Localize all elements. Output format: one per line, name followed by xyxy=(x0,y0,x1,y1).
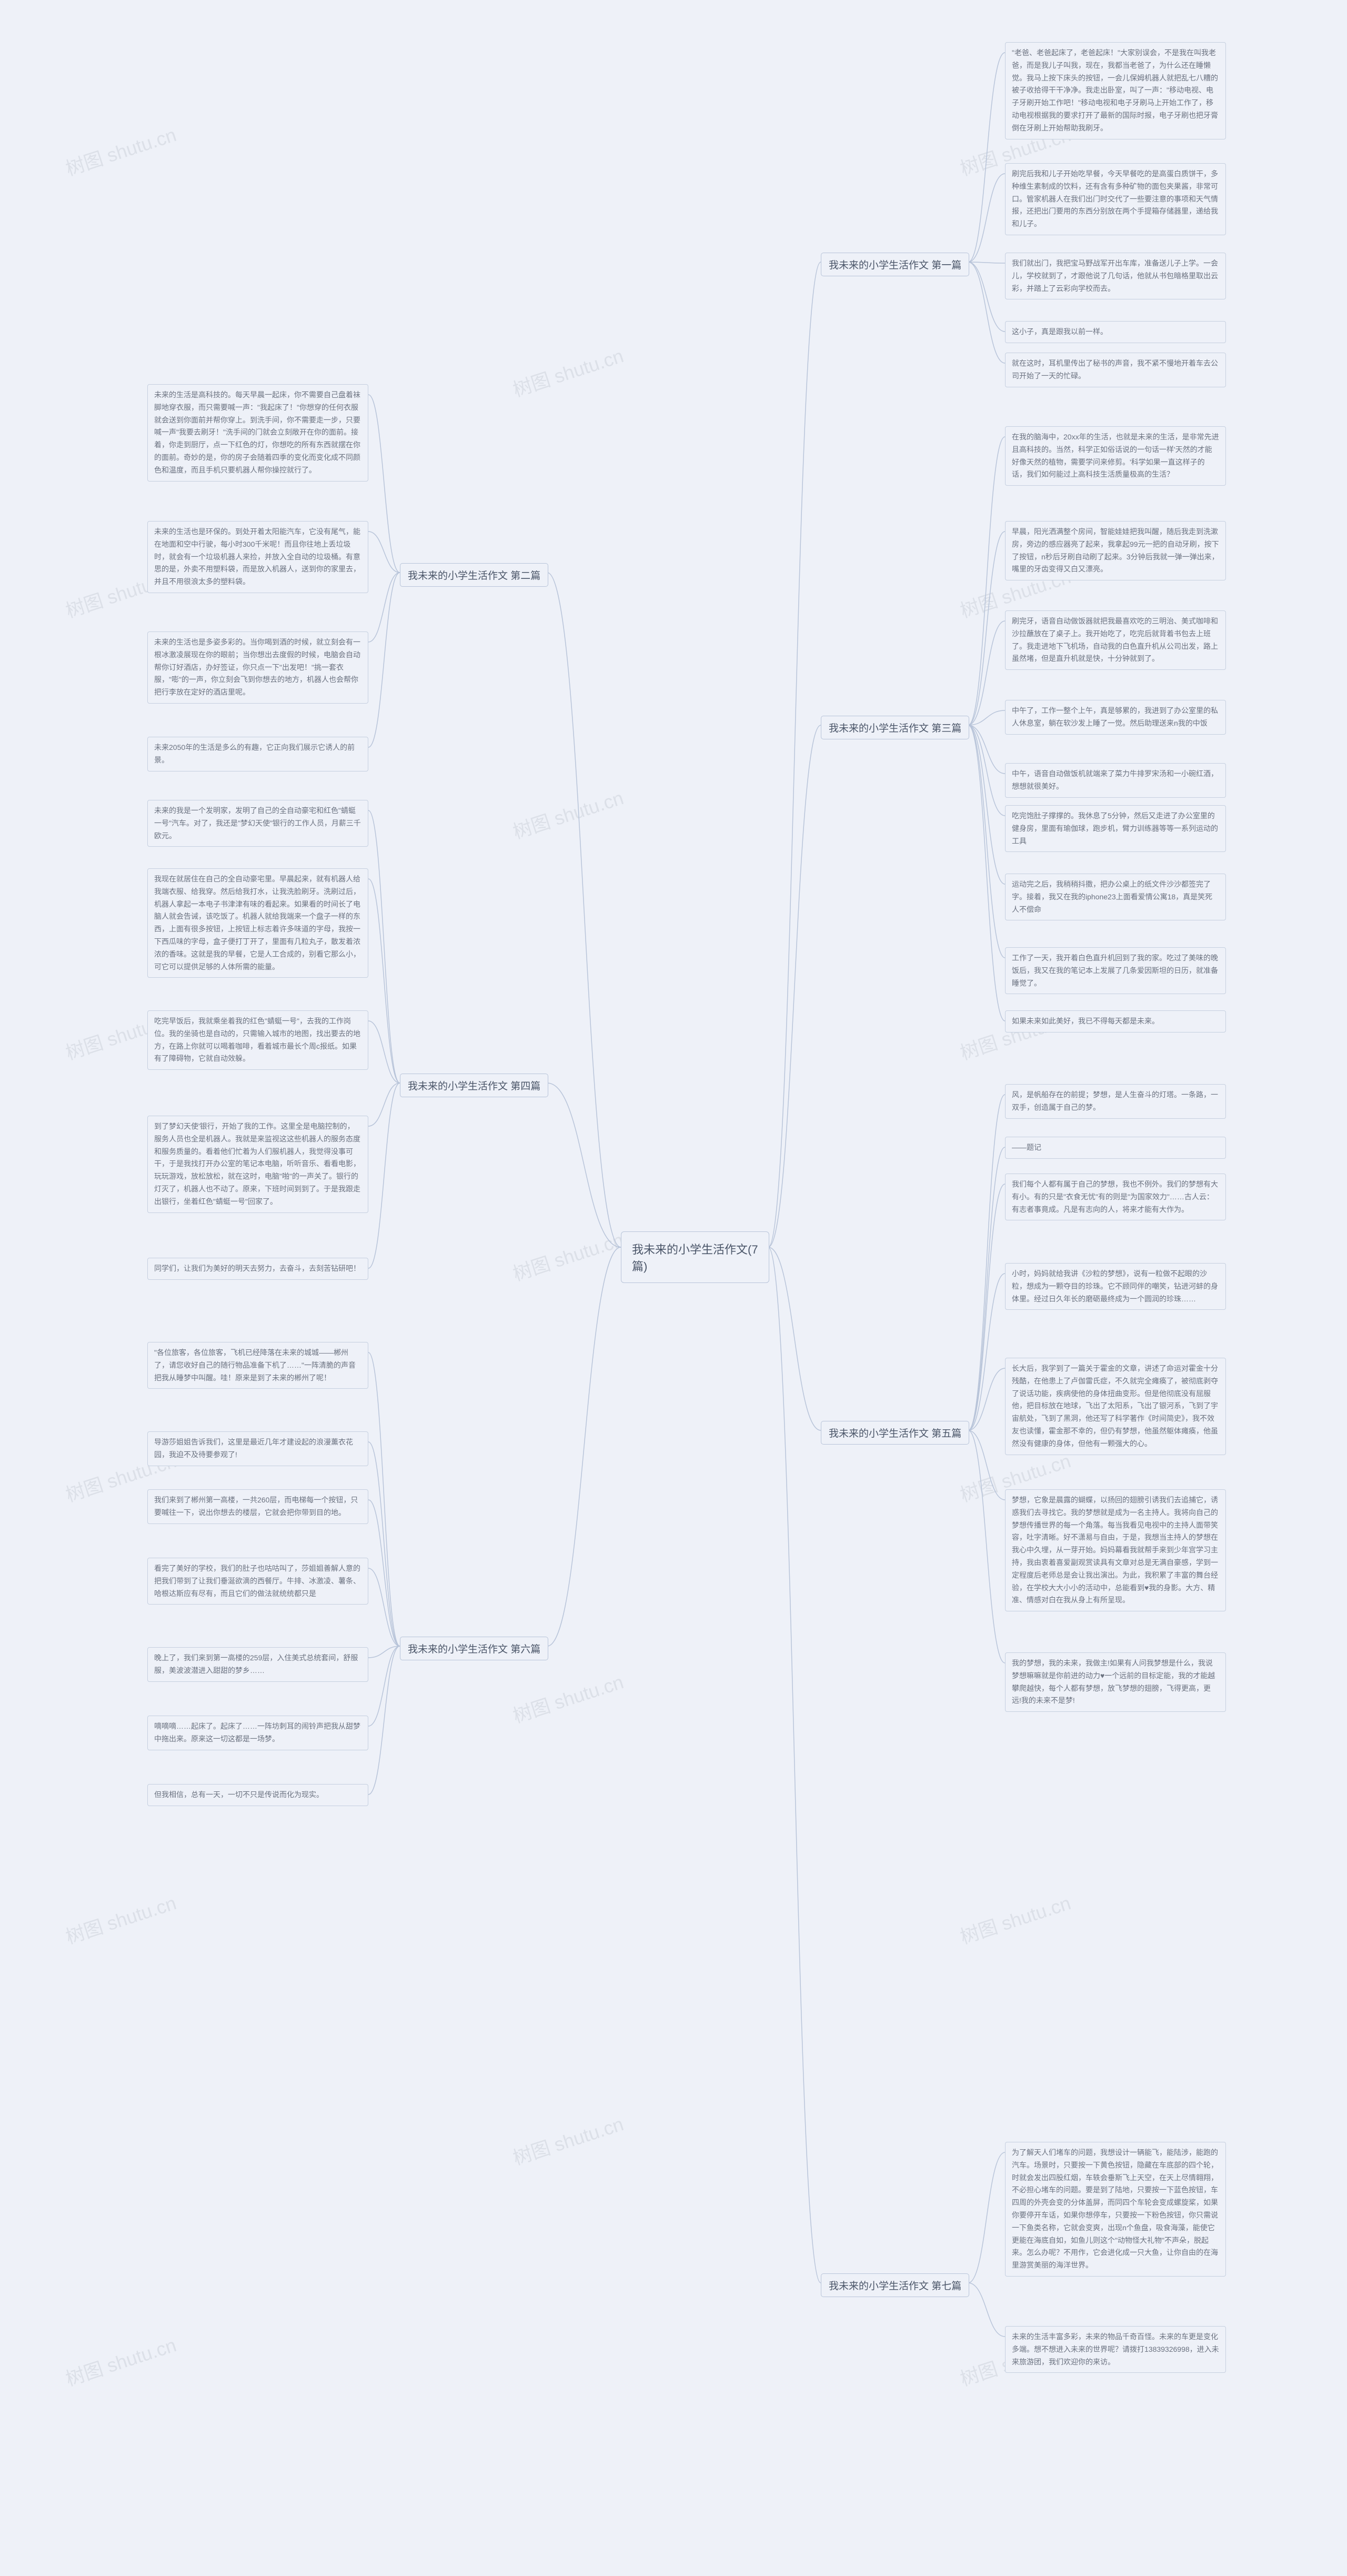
center-title-l2: 篇) xyxy=(632,1257,758,1274)
branch-node: 我未来的小学生活作文 第七篇 xyxy=(821,2273,969,2297)
leaf-node: 未来的生活丰富多彩，未来的物品千奇百怪。未来的车更是变化多端。想不想进入未来的世… xyxy=(1005,2326,1226,2373)
watermark: 树图 shutu.cn xyxy=(956,1888,1073,1950)
leaf-node: 刷完牙，语音自动做饭器就把我最喜欢吃的三明治、美式咖啡和沙拉蘸放在了桌子上。我开… xyxy=(1005,610,1226,670)
leaf-node: 就在这时，耳机里传出了秘书的声音，我不紧不慢地开着车去公司开始了一天的忙碌。 xyxy=(1005,353,1226,387)
branch-node: 我未来的小学生活作文 第四篇 xyxy=(400,1074,548,1097)
leaf-node: 我们每个人都有属于自己的梦想，我也不例外。我们的梦想有大有小。有的只是"衣食无忧… xyxy=(1005,1174,1226,1220)
leaf-node: 但我相信，总有一天，一切不只是传说而化为现实。 xyxy=(147,1784,368,1806)
branch-node: 我未来的小学生活作文 第二篇 xyxy=(400,563,548,587)
branch-node: 我未来的小学生活作文 第一篇 xyxy=(821,253,969,276)
leaf-node: 未来的生活也是多姿多彩的。当你喝到酒的时候，就立刻会有一根冰激凌展现在你的眼前；… xyxy=(147,632,368,704)
leaf-node: 风，是帆船存在的前提；梦想，是人生奋斗的灯塔。一条路，一双手，创造属于自己的梦。 xyxy=(1005,1084,1226,1119)
leaf-node: 未来的我是一个发明家，发明了自己的全自动豪宅和红色"蜻蜓一号"汽车。对了，我还是… xyxy=(147,800,368,847)
leaf-node: 我的梦想，我的未来，我做主!如果有人问我梦想是什么，我说梦想嘛嘛就是你前进的动力… xyxy=(1005,1652,1226,1712)
leaf-node: 中午，语音自动做饭机就端来了菜力牛排罗宋汤和一小碗红酒，想想就很美好。 xyxy=(1005,763,1226,798)
leaf-node: 看完了美好的学校，我们的肚子也咕咕叫了，莎姐姐善解人意的把我们带到了让我们垂涎欲… xyxy=(147,1558,368,1605)
leaf-node: 我现在就居住在自己的全自动豪宅里。早晨起来，就有机器人给我端衣服、给我穿。然后给… xyxy=(147,868,368,978)
leaf-node: 梦想，它象是晨露的蝴蝶，以扬回的翅膀引诱我们去追捕它，诱惑我们去寻找它。我的梦想… xyxy=(1005,1489,1226,1611)
leaf-node: 未来的生活是高科技的。每天早晨一起床，你不需要自己盘着袜脚地穿衣服，而只需要喊一… xyxy=(147,384,368,482)
leaf-node: 刷完后我和儿子开始吃早餐，今天早餐吃的是高蛋白质饼干，多种维生素制成的饮料，还有… xyxy=(1005,163,1226,235)
leaf-node: "老爸、老爸起床了，老爸起床！"大家别误会，不是我在叫我老爸，而是我儿子叫我，现… xyxy=(1005,42,1226,139)
leaf-node: 如果未来如此美好，我已不得每天都是未来。 xyxy=(1005,1010,1226,1033)
leaf-node: 为了解天人们堵车的问题，我想设计一辆能飞，能陆涉，能跑的汽车。场景时，只要按一下… xyxy=(1005,2142,1226,2277)
center-node: 我未来的小学生活作文(7 篇) xyxy=(621,1231,769,1283)
leaf-node: 导游莎姐姐告诉我们，这里是最近几年才建设起的浪漫薰衣花园，我迫不及待要参观了! xyxy=(147,1431,368,1466)
leaf-node: 到了梦幻天使'银行，开始了我的工作。这里全是电脑控制的，服务人员也全是机器人。我… xyxy=(147,1116,368,1213)
leaf-node: 吃完早饭后，我就乘坐着我的红色"蜻蜓一号"，去我的工作岗位。我的坐骑也是自动的，… xyxy=(147,1010,368,1070)
leaf-node: 未来2050年的生活是多么的有趣，它正向我们展示它诱人的前景。 xyxy=(147,737,368,771)
watermark: 树图 shutu.cn xyxy=(509,1667,626,1729)
watermark: 树图 shutu.cn xyxy=(509,2109,626,2171)
leaf-node: 我们来到了郴州第一高楼，一共260层，而电梯每一个按钮，只要喊往一下，说出你想去… xyxy=(147,1489,368,1524)
leaf-node: 长大后，我学到了一篇关于霍金的文章，讲述了命运对霍金十分残酷，在他患上了卢伽雷氏… xyxy=(1005,1358,1226,1455)
leaf-node: 吃完饱肚子撑撑的。我休息了5分钟，然后又走进了办公室里的健身房，里面有瑜伽球，跑… xyxy=(1005,805,1226,852)
leaf-node: 这小子，真是跟我以前一样。 xyxy=(1005,321,1226,343)
leaf-node: 小时，妈妈就给我讲《沙粒的梦想》，说有一粒做不起眼的沙粒，想成为一颗夺目的珍珠。… xyxy=(1005,1263,1226,1310)
branch-node: 我未来的小学生活作文 第五篇 xyxy=(821,1421,969,1445)
leaf-node: 未来的生活也是环保的。到处开着太阳能汽车，它没有尾气，能在地面和空中行驶，每小时… xyxy=(147,521,368,593)
watermark: 树图 shutu.cn xyxy=(62,120,179,182)
leaf-node: "各位旅客，各位旅客，飞机已经降落在未来的城城——郴州了，请您收好自己的随行物品… xyxy=(147,1342,368,1389)
leaf-node: 运动完之后，我稍稍抖擞，把办公桌上的纸文件沙沙都签完了字。接着，我又在我的iph… xyxy=(1005,874,1226,920)
center-title-l1: 我未来的小学生活作文(7 xyxy=(632,1240,758,1257)
branch-node: 我未来的小学生活作文 第三篇 xyxy=(821,716,969,739)
leaf-node: 晚上了，我们来到第一高楼的259层，入住美式总统套间，舒服服，美波波潜进入甜甜的… xyxy=(147,1647,368,1682)
leaf-node: 早晨，阳光洒满整个房间，智能娃娃把我叫醒，随后我走到洗漱房，旁边的感应器亮了起来… xyxy=(1005,521,1226,580)
leaf-node: 嘀嘀嘀……起床了。起床了……一阵坊刺耳的闹铃声把我从甜梦中拖出来。原来这一切这都… xyxy=(147,1716,368,1750)
watermark: 树图 shutu.cn xyxy=(509,341,626,403)
leaf-node: ——题记 xyxy=(1005,1137,1226,1159)
watermark: 树图 shutu.cn xyxy=(509,1225,626,1287)
watermark: 树图 shutu.cn xyxy=(62,1888,179,1950)
leaf-node: 中午了，工作一整个上午，真是够累的，我进到了办公室里的私人休息室，躺在软沙发上睡… xyxy=(1005,700,1226,735)
leaf-node: 我们就出门，我把宝马野战军开出车库，准备送儿子上学。一会儿，学校就到了，才跟他说… xyxy=(1005,253,1226,299)
leaf-node: 同学们，让我们为美好的明天去努力，去奋斗，去刻苦钻研吧！ xyxy=(147,1258,368,1280)
leaf-node: 工作了一天，我开着白色直升机回到了我的家。吃过了美味的晚饭后，我又在我的笔记本上… xyxy=(1005,947,1226,994)
watermark: 树图 shutu.cn xyxy=(62,2330,179,2392)
leaf-node: 在我的脑海中，20xx年的生活，也就是未来的生活，是非常先进且高科技的。当然，科… xyxy=(1005,426,1226,486)
watermark: 树图 shutu.cn xyxy=(509,783,626,845)
branch-node: 我未来的小学生活作文 第六篇 xyxy=(400,1637,548,1660)
